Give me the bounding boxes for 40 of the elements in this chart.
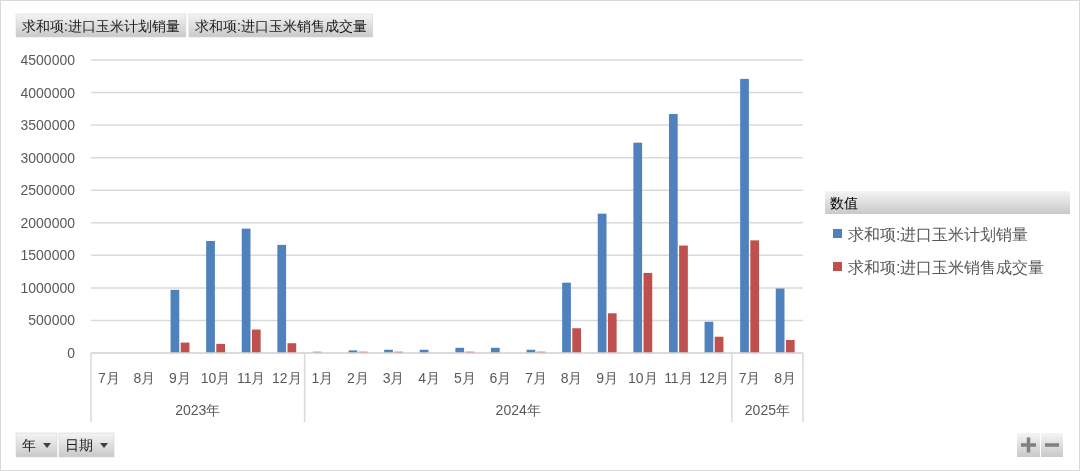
y-tick-label: 0 bbox=[67, 345, 76, 361]
y-tick-label: 2500000 bbox=[20, 182, 76, 199]
x-tick-label: 9月 bbox=[596, 370, 619, 386]
text: 2023年 bbox=[175, 402, 221, 418]
x-tick-label: 8月 bbox=[133, 370, 156, 386]
x-tick-label: 3月 bbox=[382, 370, 405, 386]
x-tick-label: 10月 bbox=[628, 370, 658, 386]
y-tick-label: 1500000 bbox=[20, 247, 76, 264]
x-tick-label: 12月 bbox=[272, 370, 302, 386]
x-tick-label: 1月 bbox=[311, 370, 334, 386]
text: 日期 bbox=[65, 437, 93, 454]
y-tick-label: 3500000 bbox=[20, 117, 76, 134]
x-tick-label: 9月 bbox=[169, 370, 191, 386]
text: 求和项:进口玉米计划销量 bbox=[22, 17, 180, 34]
y-tick-label: 4000000 bbox=[20, 84, 76, 101]
y-tick-label: 2000000 bbox=[20, 214, 76, 231]
y-tick-label: 500000 bbox=[28, 312, 76, 329]
text: 2025年 bbox=[744, 402, 790, 418]
y-tick-label: 1000000 bbox=[20, 279, 76, 296]
x-tick-label: 5月 bbox=[453, 370, 476, 386]
x-tick-label: 2月 bbox=[347, 370, 369, 386]
x-tick-label: 11月 bbox=[236, 370, 266, 386]
x-tick-label: 11月 bbox=[664, 370, 693, 386]
x-tick-label: 8月 bbox=[774, 370, 797, 386]
x-tick-label: 7月 bbox=[525, 370, 547, 386]
x-tick-label: 10月 bbox=[200, 370, 231, 386]
text: 2024年 bbox=[495, 402, 541, 418]
legend-title: 数值 bbox=[830, 195, 858, 211]
x-tick-label: 6月 bbox=[489, 370, 512, 386]
x-tick-label: 7月 bbox=[738, 370, 761, 386]
legend-label: 求和项:进口玉米销售成交量 bbox=[848, 259, 1045, 276]
legend-label: 求和项:进口玉米计划销量 bbox=[848, 226, 1029, 243]
x-tick-label: 12月 bbox=[699, 370, 729, 386]
text: 求和项:进口玉米销售成交量 bbox=[194, 17, 367, 34]
text: 年 bbox=[22, 437, 36, 454]
x-tick-label: 7月 bbox=[97, 370, 120, 386]
y-tick-label: 3000000 bbox=[20, 149, 76, 166]
x-tick-label: 8月 bbox=[560, 370, 583, 386]
y-tick-label: 4500000 bbox=[20, 52, 76, 68]
x-tick-label: 4月 bbox=[418, 370, 441, 386]
